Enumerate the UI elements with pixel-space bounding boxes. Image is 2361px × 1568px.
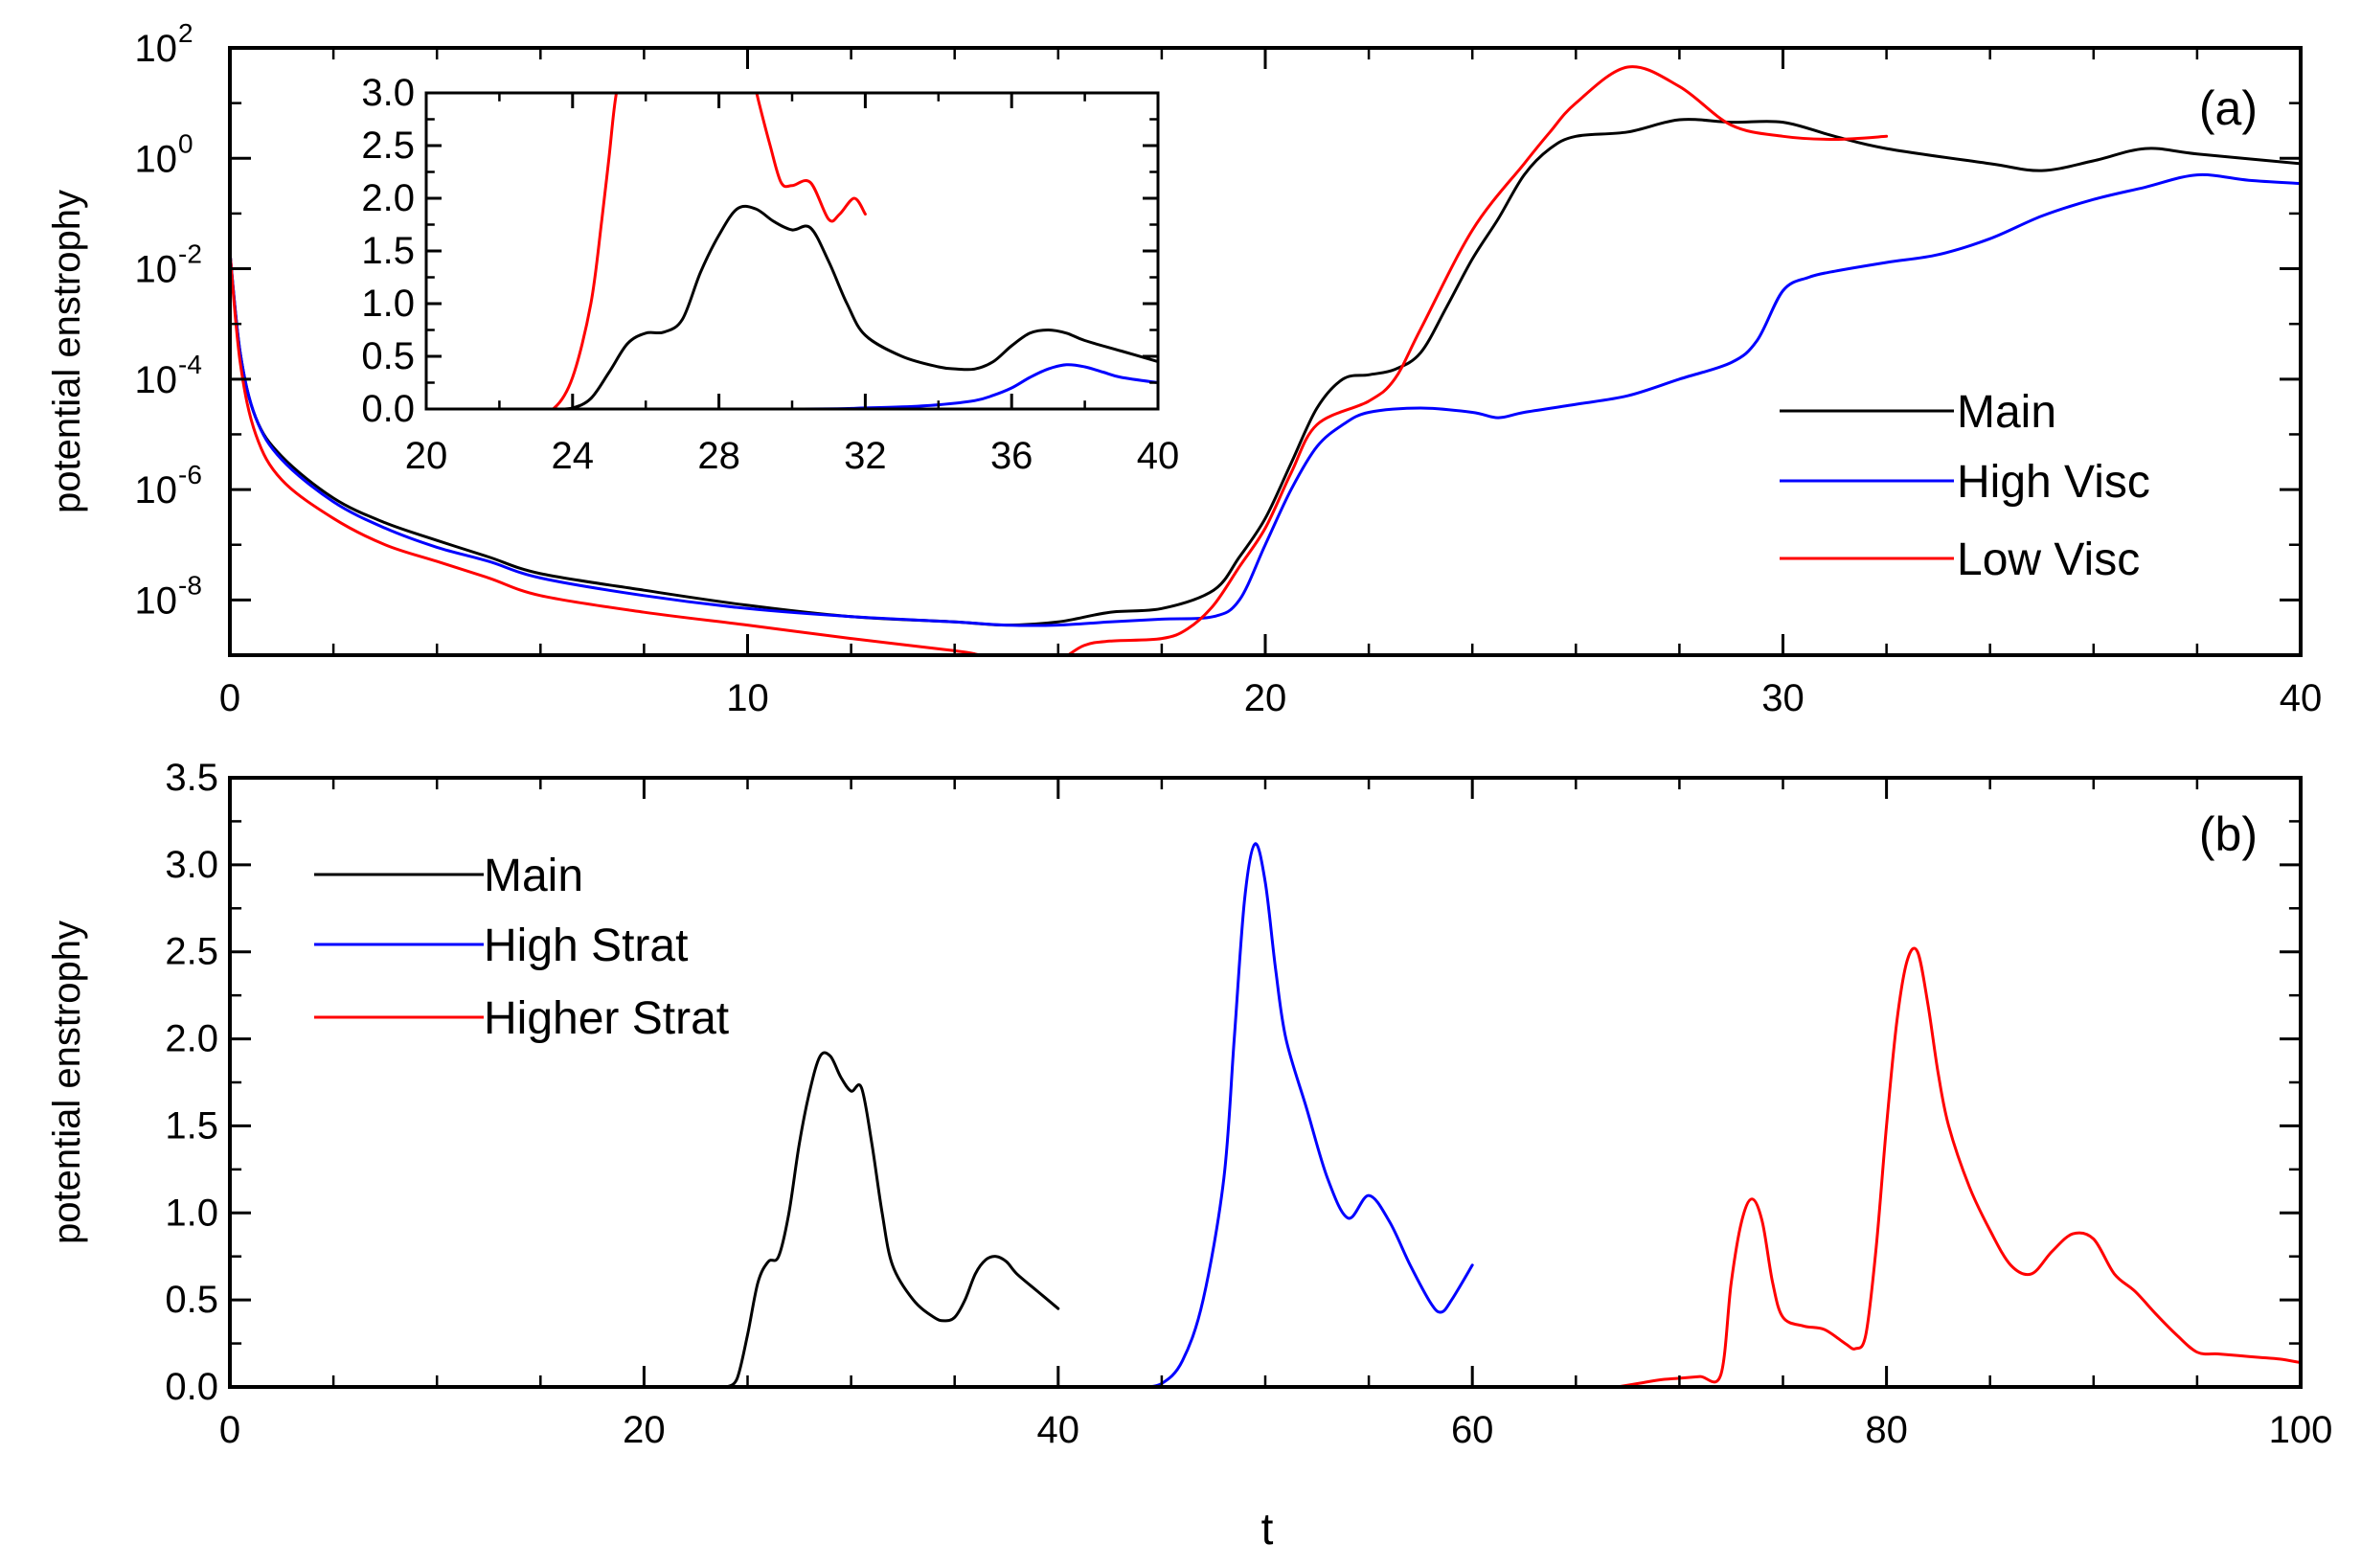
inset-x-tick-label: 36 [990, 435, 1033, 477]
inset-plot: 0.0 0.5 1.0 1.5 2.0 2.5 3.0 20 24 28 32 36 40 [361, 72, 1180, 477]
legend-b-high-strat: High Strat [484, 920, 688, 971]
panel-b-label: (b) [2199, 807, 2258, 861]
panel-a-series-main [230, 118, 2301, 627]
panel-a-y-axis-label: potential enstrophy [46, 190, 88, 513]
panel-b-y-tick-label: 0.0 [165, 1366, 218, 1408]
panel-b-y-tick-label: 3.0 [165, 844, 218, 886]
panel-a-y-tick-label: 10 [135, 359, 178, 401]
panel-b-y-axis-label: potential enstrophy [46, 920, 88, 1244]
panel-a-y-tick-label: 10 [135, 249, 178, 291]
panel-a-x-tick-label: 20 [1244, 677, 1287, 719]
inset-series-low-visc-cont [755, 93, 867, 223]
panel-b-x-tick-label: 60 [1451, 1409, 1494, 1451]
panel-b-y-tick-label: 2.0 [165, 1018, 218, 1060]
panel-b: 0.0 0.5 1.0 1.5 2.0 2.5 3.0 3.5 0 20 40 60 80 100 po… [46, 757, 2332, 1554]
inset-y-tick-label: 0.5 [361, 335, 415, 377]
inset-y-tick-labels: 0.0 0.5 1.0 1.5 2.0 2.5 3.0 [361, 72, 415, 430]
panel-a-series-high-visc [230, 172, 2301, 627]
panel-a-y-tick-exponent: 2 [178, 18, 193, 48]
panel-a-x-tick-label: 40 [2280, 677, 2323, 719]
legend-a-main: Main [1957, 387, 2056, 438]
panel-b-x-tick-label: 20 [623, 1409, 666, 1451]
panel-a-x-tick-label: 10 [726, 677, 769, 719]
panel-b-series-main [725, 1051, 1060, 1387]
inset-y-tick-label: 2.5 [361, 125, 415, 167]
panel-b-legend: Main High Strat Higher Strat [314, 851, 729, 1044]
panel-b-x-tick-label: 100 [2269, 1409, 2333, 1451]
panel-a-legend: Main High Visc Low Visc [1780, 387, 2150, 585]
inset-x-tick-label: 40 [1137, 435, 1180, 477]
panel-a-ticks [228, 46, 2303, 657]
panel-a-y-tick-exponent: -8 [178, 570, 202, 600]
panel-a-y-tick-label: 10 [135, 138, 178, 180]
panel-b-series-higher-strat [1616, 946, 2301, 1387]
inset-x-tick-label: 20 [405, 435, 448, 477]
panel-a-y-tick-label: 10 [135, 579, 178, 622]
panel-b-x-tick-labels: 0 20 40 60 80 100 [219, 1409, 2333, 1451]
inset-y-tick-label: 3.0 [361, 72, 415, 114]
panel-a-series-low-visc [230, 65, 1889, 655]
panel-b-x-tick-label: 80 [1865, 1409, 1908, 1451]
panel-b-y-tick-label: 0.5 [165, 1279, 218, 1321]
panel-b-y-tick-label: 1.5 [165, 1104, 218, 1147]
inset-y-tick-label: 1.5 [361, 230, 415, 272]
inset-y-tick-label: 2.0 [361, 177, 415, 219]
inset-x-tick-label: 24 [552, 435, 595, 477]
inset-y-tick-label: 1.0 [361, 283, 415, 325]
panel-b-x-tick-label: 0 [219, 1409, 240, 1451]
x-axis-label: t [1261, 1504, 1274, 1554]
inset-series-low-visc [426, 93, 619, 409]
inset-series-main [426, 204, 1158, 409]
panel-a-x-tick-labels: 0 10 20 30 40 [219, 677, 2322, 719]
panel-a-label: (a) [2199, 81, 2258, 135]
panel-a-series [230, 65, 2301, 655]
inset-background [426, 93, 1158, 409]
panel-b-y-tick-label: 1.0 [165, 1192, 218, 1234]
inset-x-tick-label: 32 [844, 435, 887, 477]
panel-a-y-tick-label: 10 [135, 28, 178, 70]
panel-b-series [725, 842, 2301, 1387]
panel-b-y-tick-label: 2.5 [165, 931, 218, 973]
legend-b-main: Main [484, 851, 583, 901]
panel-a-y-tick-exponent: -2 [178, 239, 202, 269]
panel-b-ticks [228, 776, 2303, 1389]
panel-b-series-high-strat [1139, 842, 1474, 1387]
legend-a-low-visc: Low Visc [1957, 534, 2140, 585]
panel-a-y-tick-exponent: -6 [178, 460, 202, 489]
panel-b-x-tick-label: 40 [1037, 1409, 1080, 1451]
panel-a-y-tick-exponent: 0 [178, 128, 193, 158]
inset-y-tick-label: 0.0 [361, 388, 415, 430]
inset-x-tick-labels: 20 24 28 32 36 40 [405, 435, 1180, 477]
panel-b-y-tick-label: 3.5 [165, 757, 218, 799]
panel-a-y-tick-label: 10 [135, 469, 178, 511]
legend-b-higher-strat: Higher Strat [484, 993, 729, 1044]
inset-x-tick-label: 28 [697, 435, 740, 477]
inset-ticks [424, 91, 1160, 411]
legend-a-high-visc: High Visc [1957, 457, 2150, 508]
panel-b-y-tick-labels: 0.0 0.5 1.0 1.5 2.0 2.5 3.0 3.5 [165, 757, 218, 1408]
panel-a-x-tick-label: 30 [1761, 677, 1805, 719]
panel-a-y-tick-exponent: -4 [178, 350, 202, 379]
panel-a-x-tick-label: 0 [219, 677, 240, 719]
